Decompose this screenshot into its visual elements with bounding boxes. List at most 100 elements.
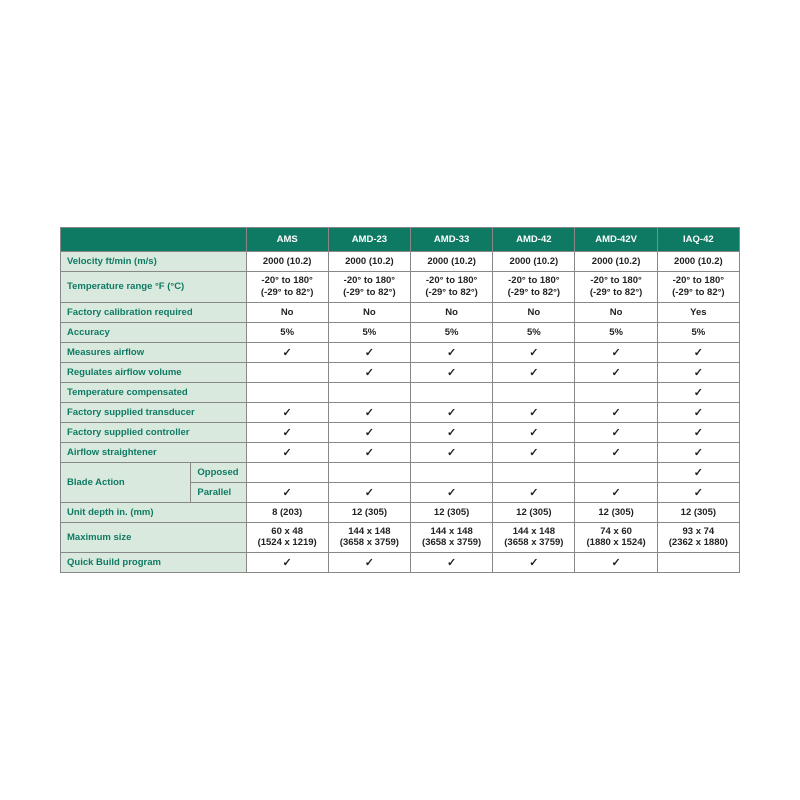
cell-value: -20° to 180°(-29° to 82°) bbox=[328, 271, 410, 302]
check-icon: ✓ bbox=[447, 447, 456, 459]
cell-value: No bbox=[411, 302, 493, 322]
cell-value: No bbox=[575, 302, 657, 322]
cell-value: ✓ bbox=[657, 422, 739, 442]
cell-value: Yes bbox=[657, 302, 739, 322]
check-icon: ✓ bbox=[365, 367, 374, 379]
header-col: AMD-42V bbox=[575, 227, 657, 251]
cell-value: 12 (305) bbox=[328, 502, 410, 522]
check-icon: ✓ bbox=[365, 427, 374, 439]
header-col: AMD-23 bbox=[328, 227, 410, 251]
cell-value: ✓ bbox=[657, 462, 739, 482]
header-blank bbox=[61, 227, 247, 251]
cell-value: ✓ bbox=[493, 402, 575, 422]
check-icon: ✓ bbox=[611, 447, 620, 459]
cell-value bbox=[657, 553, 739, 573]
check-icon: ✓ bbox=[283, 487, 292, 499]
cell-value: ✓ bbox=[657, 342, 739, 362]
row-group-label: Blade Action bbox=[61, 462, 191, 502]
row-label: Airflow straightener bbox=[61, 442, 247, 462]
cell-value bbox=[246, 382, 328, 402]
table-row: Blade ActionOpposed✓ bbox=[61, 462, 740, 482]
cell-value: ✓ bbox=[657, 382, 739, 402]
cell-value: 12 (305) bbox=[657, 502, 739, 522]
cell-value: ✓ bbox=[493, 342, 575, 362]
check-icon: ✓ bbox=[529, 407, 538, 419]
cell-value bbox=[411, 382, 493, 402]
comparison-table: AMSAMD-23AMD-33AMD-42AMD-42VIAQ-42 Veloc… bbox=[60, 227, 740, 574]
check-icon: ✓ bbox=[447, 557, 456, 569]
cell-value: 5% bbox=[657, 322, 739, 342]
check-icon: ✓ bbox=[611, 427, 620, 439]
cell-value: 12 (305) bbox=[411, 502, 493, 522]
cell-value: 144 x 148(3658 x 3759) bbox=[328, 522, 410, 553]
check-icon: ✓ bbox=[365, 557, 374, 569]
cell-value: ✓ bbox=[246, 553, 328, 573]
cell-value: -20° to 180°(-29° to 82°) bbox=[575, 271, 657, 302]
cell-value: ✓ bbox=[411, 553, 493, 573]
check-icon: ✓ bbox=[365, 447, 374, 459]
cell-value: 60 x 48(1524 x 1219) bbox=[246, 522, 328, 553]
cell-value: ✓ bbox=[575, 482, 657, 502]
row-label: Factory supplied controller bbox=[61, 422, 247, 442]
cell-value bbox=[411, 462, 493, 482]
row-label: Maximum size bbox=[61, 522, 247, 553]
cell-value: 5% bbox=[493, 322, 575, 342]
cell-value: ✓ bbox=[657, 442, 739, 462]
table-row: Velocity ft/min (m/s)2000 (10.2)2000 (10… bbox=[61, 251, 740, 271]
cell-value: ✓ bbox=[246, 482, 328, 502]
cell-value: ✓ bbox=[575, 362, 657, 382]
cell-value: ✓ bbox=[657, 402, 739, 422]
check-icon: ✓ bbox=[283, 407, 292, 419]
cell-value bbox=[246, 462, 328, 482]
table-row: Airflow straightener✓✓✓✓✓✓ bbox=[61, 442, 740, 462]
table-row: Factory calibration requiredNoNoNoNoNoYe… bbox=[61, 302, 740, 322]
row-label: Measures airflow bbox=[61, 342, 247, 362]
cell-value: -20° to 180°(-29° to 82°) bbox=[411, 271, 493, 302]
row-label: Factory supplied transducer bbox=[61, 402, 247, 422]
cell-value: ✓ bbox=[493, 362, 575, 382]
check-icon: ✓ bbox=[694, 387, 703, 399]
check-icon: ✓ bbox=[694, 467, 703, 479]
table-row: Measures airflow✓✓✓✓✓✓ bbox=[61, 342, 740, 362]
cell-value: No bbox=[493, 302, 575, 322]
cell-value: -20° to 180°(-29° to 82°) bbox=[246, 271, 328, 302]
check-icon: ✓ bbox=[365, 487, 374, 499]
cell-value: ✓ bbox=[328, 482, 410, 502]
check-icon: ✓ bbox=[529, 487, 538, 499]
cell-value: ✓ bbox=[575, 553, 657, 573]
table-body: Velocity ft/min (m/s)2000 (10.2)2000 (10… bbox=[61, 251, 740, 573]
cell-value: ✓ bbox=[575, 442, 657, 462]
header-row: AMSAMD-23AMD-33AMD-42AMD-42VIAQ-42 bbox=[61, 227, 740, 251]
table-row: Quick Build program✓✓✓✓✓ bbox=[61, 553, 740, 573]
check-icon: ✓ bbox=[365, 407, 374, 419]
check-icon: ✓ bbox=[529, 447, 538, 459]
cell-value: 12 (305) bbox=[575, 502, 657, 522]
row-label: Regulates airflow volume bbox=[61, 362, 247, 382]
cell-value: ✓ bbox=[411, 442, 493, 462]
cell-value: -20° to 180°(-29° to 82°) bbox=[657, 271, 739, 302]
header-col: AMD-33 bbox=[411, 227, 493, 251]
check-icon: ✓ bbox=[694, 347, 703, 359]
check-icon: ✓ bbox=[694, 487, 703, 499]
cell-value: 2000 (10.2) bbox=[328, 251, 410, 271]
cell-value bbox=[246, 362, 328, 382]
table-row: Factory supplied transducer✓✓✓✓✓✓ bbox=[61, 402, 740, 422]
cell-value: ✓ bbox=[328, 553, 410, 573]
check-icon: ✓ bbox=[611, 407, 620, 419]
cell-value: 144 x 148(3658 x 3759) bbox=[411, 522, 493, 553]
cell-value: 12 (305) bbox=[493, 502, 575, 522]
cell-value: ✓ bbox=[411, 482, 493, 502]
table-row: Temperature compensated✓ bbox=[61, 382, 740, 402]
row-label: Unit depth in. (mm) bbox=[61, 502, 247, 522]
check-icon: ✓ bbox=[611, 347, 620, 359]
cell-value: ✓ bbox=[657, 482, 739, 502]
cell-value bbox=[328, 382, 410, 402]
row-label: Factory calibration required bbox=[61, 302, 247, 322]
cell-value: ✓ bbox=[493, 422, 575, 442]
row-label: Quick Build program bbox=[61, 553, 247, 573]
check-icon: ✓ bbox=[611, 487, 620, 499]
row-label: Temperature range °F (°C) bbox=[61, 271, 247, 302]
cell-value: 8 (203) bbox=[246, 502, 328, 522]
check-icon: ✓ bbox=[365, 347, 374, 359]
cell-value: ✓ bbox=[246, 442, 328, 462]
